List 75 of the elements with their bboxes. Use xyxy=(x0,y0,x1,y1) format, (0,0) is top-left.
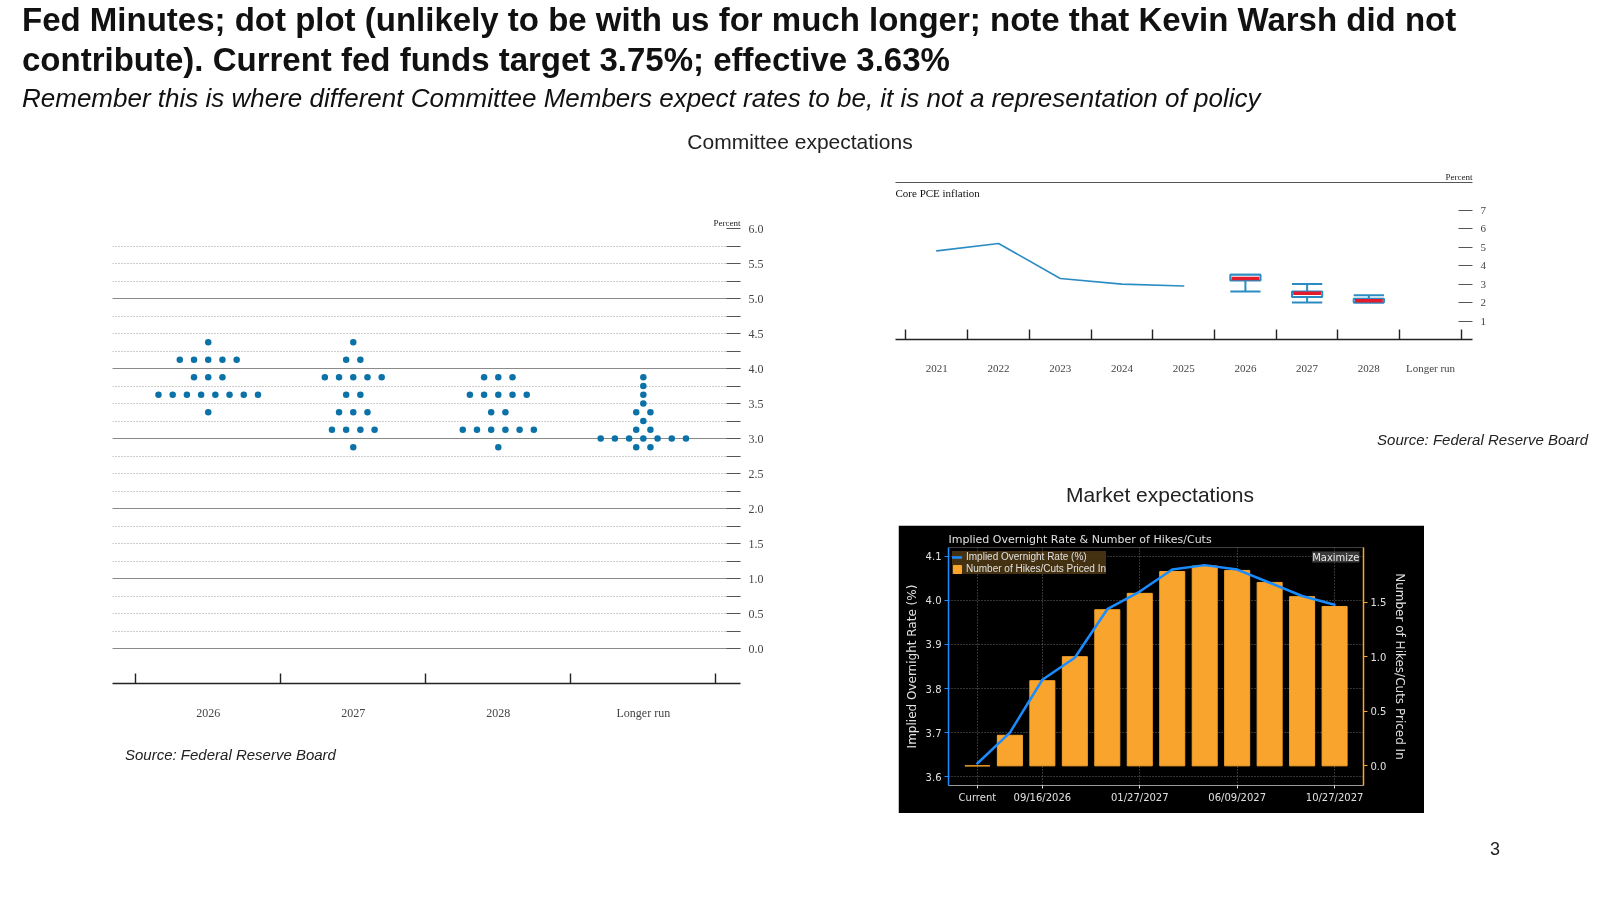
y-tick-label: 4.0 xyxy=(925,595,942,607)
x-tick-label: 2023 xyxy=(1049,361,1072,374)
y-tick-label: 2.0 xyxy=(748,501,764,516)
y-tick-label: 3.5 xyxy=(748,396,764,411)
x-tick-label: 2026 xyxy=(196,705,221,720)
y2-tick-label: 1.0 xyxy=(1370,651,1387,663)
bar xyxy=(1126,592,1153,767)
y-tick-label: 4.0 xyxy=(748,361,764,376)
y2-tick-label: 1.5 xyxy=(1370,597,1387,609)
y-tick-label: 6 xyxy=(1480,222,1487,235)
x-tick-label: 2028 xyxy=(486,705,511,720)
y2-tick-label: 0.5 xyxy=(1370,706,1387,718)
source-note: Source: Federal Reserve Board xyxy=(125,745,337,765)
text: Committee expectations xyxy=(686,129,914,155)
y-tick-label: 7 xyxy=(1480,203,1487,216)
y-tick-label: 3.7 xyxy=(925,727,942,739)
y2-tick-label: 0.0 xyxy=(1370,760,1387,772)
y-axis-title: Percent xyxy=(713,217,741,228)
x-tick-label: 2027 xyxy=(341,705,366,720)
chart-subtitle: Implied Overnight Rate & Number of Hikes/Cuts xyxy=(948,533,1212,546)
y-tick-label: 2 xyxy=(1480,296,1486,309)
x-tick-label: 2022 xyxy=(987,361,1010,374)
x-tick-label: 2026 xyxy=(1234,361,1257,374)
y-tick-label: 6.0 xyxy=(748,221,764,236)
chart-subtitle: Remember this is where different Committee Members expect rates to be, it is not a representation of policy xyxy=(22,82,1263,115)
x-tick-label: 10/27/2027 xyxy=(1305,791,1364,803)
x-tick-label: Current xyxy=(958,791,997,803)
bar xyxy=(1224,569,1251,767)
bar xyxy=(1029,680,1056,767)
bar xyxy=(1094,609,1121,767)
y-tick-label: 5.5 xyxy=(748,256,764,271)
y-tick-label: 3.6 xyxy=(925,771,942,783)
x-tick-label: 2028 xyxy=(1357,361,1381,374)
y-tick-label: 0.0 xyxy=(748,641,764,656)
x-tick-label: 01/27/2027 xyxy=(1110,791,1169,803)
y2-axis-title: Number of Hikes/Cuts Priced In xyxy=(1393,573,1408,760)
chart-title: Core PCE inflation xyxy=(895,186,981,199)
x-tick-label: 2025 xyxy=(1172,361,1196,374)
x-tick-label: 2027 xyxy=(1296,361,1319,374)
bar xyxy=(1256,581,1283,767)
y-tick-label: 3.0 xyxy=(748,431,764,446)
y-tick-label: 5 xyxy=(1480,240,1487,253)
y-tick-label: 0.5 xyxy=(748,606,764,621)
x-tick-label: 2024 xyxy=(1110,361,1134,374)
bar xyxy=(996,734,1023,767)
y-tick-label: 3.8 xyxy=(925,683,942,695)
y-axis-title: Implied Overnight Rate (%) xyxy=(904,584,919,749)
chart-title: Market expectations xyxy=(1065,482,1255,508)
bar xyxy=(1289,596,1316,767)
y-tick-label: 4.5 xyxy=(748,326,764,341)
source-note: Source: Federal Reserve Board xyxy=(1376,430,1588,450)
line-series xyxy=(936,242,1185,287)
bar xyxy=(1159,571,1186,767)
legend-label: Number of Hikes/Cuts Priced In xyxy=(966,563,1107,574)
x-tick-label: Longer run xyxy=(616,705,671,720)
y-axis-title: Percent xyxy=(1445,171,1473,182)
bar xyxy=(1321,605,1348,767)
legend-label: Implied Overnight Rate (%) xyxy=(966,551,1087,562)
x-tick-label: Longer run xyxy=(1405,361,1456,374)
y-tick-label: 3 xyxy=(1480,277,1487,290)
y-tick-label: 1.5 xyxy=(748,536,764,551)
y-tick-label: 5.0 xyxy=(748,291,764,306)
annotation: Maximize xyxy=(1312,551,1360,563)
x-tick-label: 2021 xyxy=(925,361,948,374)
y-tick-label: 1 xyxy=(1480,314,1486,327)
x-tick-label: 06/09/2027 xyxy=(1208,791,1266,803)
y-tick-label: 4.1 xyxy=(925,551,942,563)
bar xyxy=(1191,565,1218,767)
y-tick-label: 4 xyxy=(1480,259,1487,272)
y-tick-label: 2.5 xyxy=(748,466,764,481)
x-tick-label: 09/16/2026 xyxy=(1013,791,1072,803)
y-tick-label: 1.0 xyxy=(748,571,764,586)
y-tick-label: 3.9 xyxy=(925,639,942,651)
bar xyxy=(1061,656,1088,767)
chart-title: Fed Minutes; dot plot (unlikely to be with us for much longer; note that Kevin Warsh did not contribute). Current fed funds target 3.75%; effective 3.63% xyxy=(22,0,1458,80)
